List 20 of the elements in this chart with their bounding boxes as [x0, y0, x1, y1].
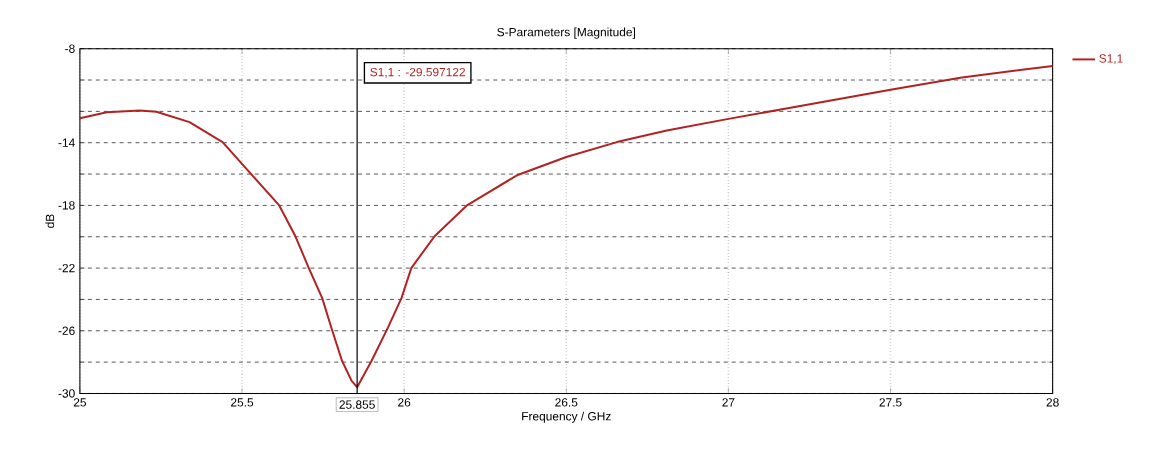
- x-tick-label: 26.5: [555, 398, 578, 407]
- x-tick-label: 27.5: [879, 398, 902, 407]
- y-tick-label: -14: [58, 138, 75, 147]
- y-tick-label: -26: [58, 326, 75, 336]
- ref-line-label: 25.855: [339, 400, 375, 409]
- y-tick-label: -30: [58, 389, 75, 398]
- x-tick-label: 26: [398, 398, 411, 407]
- x-axis-title: Frequency / GHz: [522, 411, 611, 423]
- y-axis-title: dB: [45, 214, 55, 228]
- x-tick-label: 25.5: [231, 398, 254, 407]
- y-tick-label: -22: [58, 263, 75, 273]
- x-tick-label: 27: [722, 398, 735, 407]
- chart-title: S-Parameters [Magnitude]: [497, 27, 635, 39]
- x-tick-label: 25: [73, 398, 87, 407]
- line-series: [78, 64, 1054, 389]
- x-tick-label: 28: [1046, 398, 1059, 407]
- y-tick-label: -18: [58, 201, 75, 210]
- legend-label: S1,1: [1099, 54, 1123, 65]
- y-tick-label: -8: [65, 44, 75, 53]
- annotation: S1,1 : -29.597122: [370, 67, 465, 78]
